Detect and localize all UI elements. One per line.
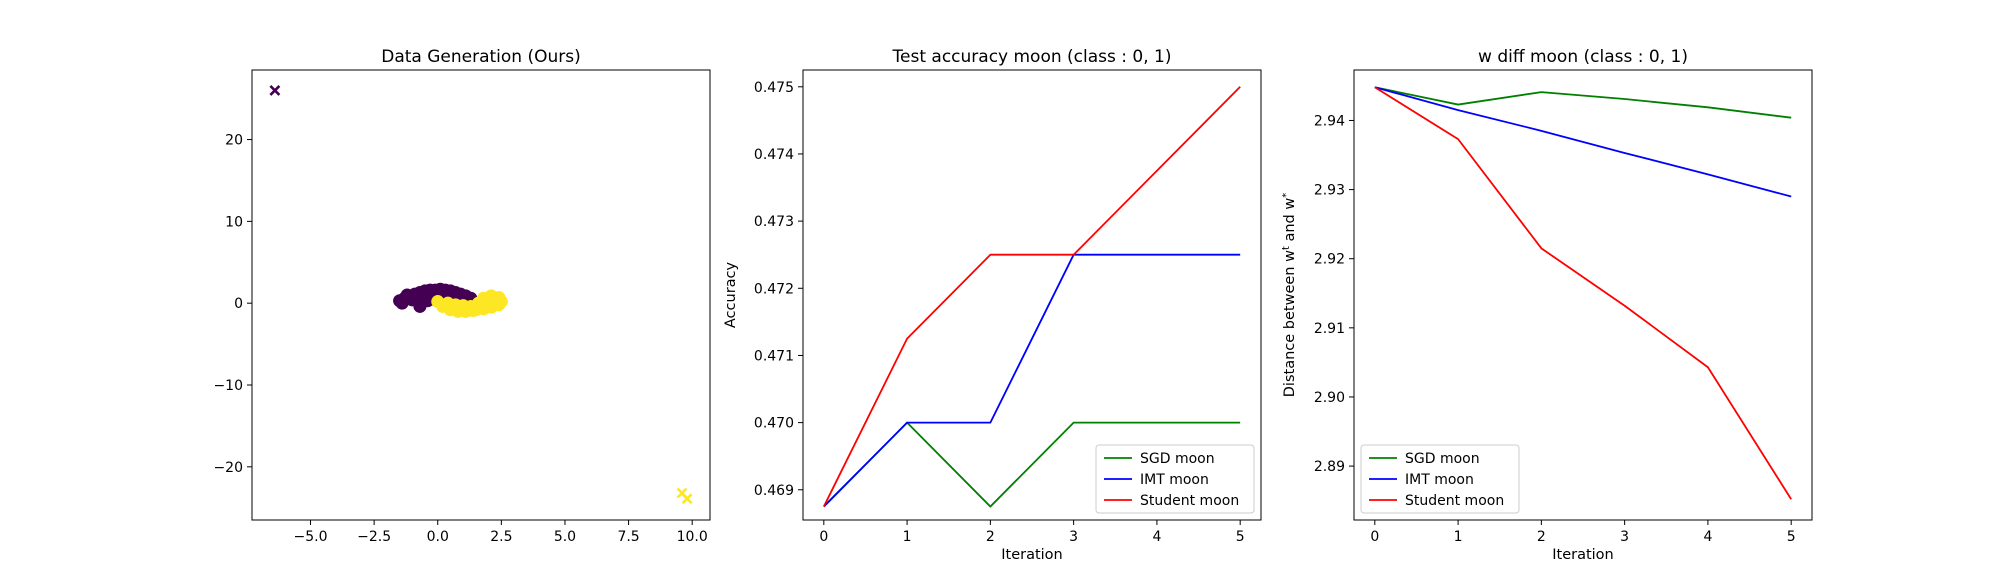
x-tick-label: 10.0 xyxy=(677,529,708,545)
scatter-point-class-1 xyxy=(479,295,493,309)
legend: SGD moon IMT moon Student moon xyxy=(1360,444,1520,514)
legend-label: Student moon xyxy=(1405,493,1504,509)
y-tick-label: 2.90 xyxy=(1314,390,1345,406)
x-tick-label: 2 xyxy=(986,529,995,545)
x-tick-label: 1 xyxy=(1454,529,1463,545)
series-line-student-moon xyxy=(823,86,1241,507)
y-tick-label: 10 xyxy=(225,214,243,230)
x-tick-label: 0 xyxy=(1370,529,1379,545)
series-line-student-moon xyxy=(1374,86,1792,500)
plot-frame xyxy=(802,69,1262,521)
chart-panel-2: Test accuracy moon (class : 0, 1) 0 1 2 3 4 5 0… xyxy=(723,47,1262,563)
y-axis-label-text: Distance between w xyxy=(1282,250,1298,397)
legend-box xyxy=(1360,444,1520,514)
legend-label: IMT moon xyxy=(1405,472,1474,488)
y-tick-label: 0.473 xyxy=(754,214,794,230)
x-tick-label: 2 xyxy=(1537,529,1546,545)
series-line-sgd-moon xyxy=(1374,86,1792,119)
y-axis-label-text: and w xyxy=(1282,198,1298,246)
scatter-point-class-1 xyxy=(464,299,478,313)
y-axis-label-text: Accuracy xyxy=(723,261,739,328)
scatter-point-class-1 xyxy=(492,290,506,304)
x-axis-label: Iteration xyxy=(1552,547,1614,563)
y-tick-label: −10 xyxy=(213,378,243,394)
x-tick-label: 5 xyxy=(1236,529,1245,545)
x-tick-label: 3 xyxy=(1620,529,1629,545)
y-tick-label: 2.92 xyxy=(1314,252,1345,268)
x-tick-label: 5.0 xyxy=(554,529,576,545)
scatter-point-class-0 xyxy=(400,288,414,302)
chart-title: Test accuracy moon (class : 0, 1) xyxy=(892,47,1172,67)
chart-panel-3: w diff moon (class : 0, 1) 0 1 2 3 4 5 2.89 2.90… xyxy=(1281,47,1813,563)
x-marker-class-0 xyxy=(269,85,281,96)
y-tick-label: 0.470 xyxy=(754,416,794,432)
scatter-point-class-1 xyxy=(441,296,455,310)
x-tick-label: 4 xyxy=(1703,529,1712,545)
x-tick-label: 4 xyxy=(1152,529,1161,545)
plot-frame xyxy=(1353,69,1813,521)
legend-label: IMT moon xyxy=(1140,472,1209,488)
y-tick-label: 0.469 xyxy=(754,483,794,499)
x-tick-label: 0 xyxy=(819,529,828,545)
x-marker-class-1 xyxy=(681,493,693,505)
legend-label: Student moon xyxy=(1140,493,1239,509)
plot-frame xyxy=(251,69,711,521)
x-tick-label: 5 xyxy=(1787,529,1796,545)
legend-label: SGD moon xyxy=(1405,451,1480,467)
y-tick-label: 20 xyxy=(225,133,243,149)
y-tick-label: −20 xyxy=(213,460,243,476)
y-axis-label: Distance between wt and w* xyxy=(1281,193,1299,397)
x-tick-label: 3 xyxy=(1069,529,1078,545)
y-axis-label: Accuracy xyxy=(723,261,739,328)
legend-label: SGD moon xyxy=(1140,451,1215,467)
legend-box xyxy=(1095,444,1255,514)
y-tick-label: 2.94 xyxy=(1314,113,1345,129)
y-axis-label-superscript: * xyxy=(1281,193,1292,198)
y-tick-label: 0.475 xyxy=(754,80,794,96)
series-line-imt-moon xyxy=(823,253,1241,508)
series-line-imt-moon xyxy=(1374,86,1792,198)
y-tick-label: 0.474 xyxy=(754,147,794,163)
chart-title: w diff moon (class : 0, 1) xyxy=(1478,47,1688,67)
y-tick-label: 2.93 xyxy=(1314,183,1345,199)
y-tick-label: 0 xyxy=(234,296,243,312)
y-tick-label: 0.472 xyxy=(754,281,794,297)
x-tick-label: 0.0 xyxy=(427,529,449,545)
x-tick-label: −2.5 xyxy=(357,529,391,545)
x-tick-label: −5.0 xyxy=(294,529,328,545)
x-tick-label: 1 xyxy=(903,529,912,545)
chart-title: Data Generation (Ours) xyxy=(381,47,581,67)
x-axis-label: Iteration xyxy=(1001,547,1063,563)
chart-panels: Data Generation (Ours) −5.0 −2.5 0.0 2.5 5.0 7… xyxy=(213,47,1813,563)
y-tick-label: 2.91 xyxy=(1314,321,1345,337)
x-tick-label: 7.5 xyxy=(617,529,639,545)
x-tick-label: 2.5 xyxy=(490,529,512,545)
y-tick-label: 0.471 xyxy=(754,348,794,364)
chart-panel-1: Data Generation (Ours) −5.0 −2.5 0.0 2.5 5.0 7… xyxy=(213,47,711,545)
legend: SGD moon IMT moon Student moon xyxy=(1095,444,1255,514)
y-tick-label: 2.89 xyxy=(1314,459,1345,475)
y-axis-label-superscript: t xyxy=(1281,246,1292,250)
